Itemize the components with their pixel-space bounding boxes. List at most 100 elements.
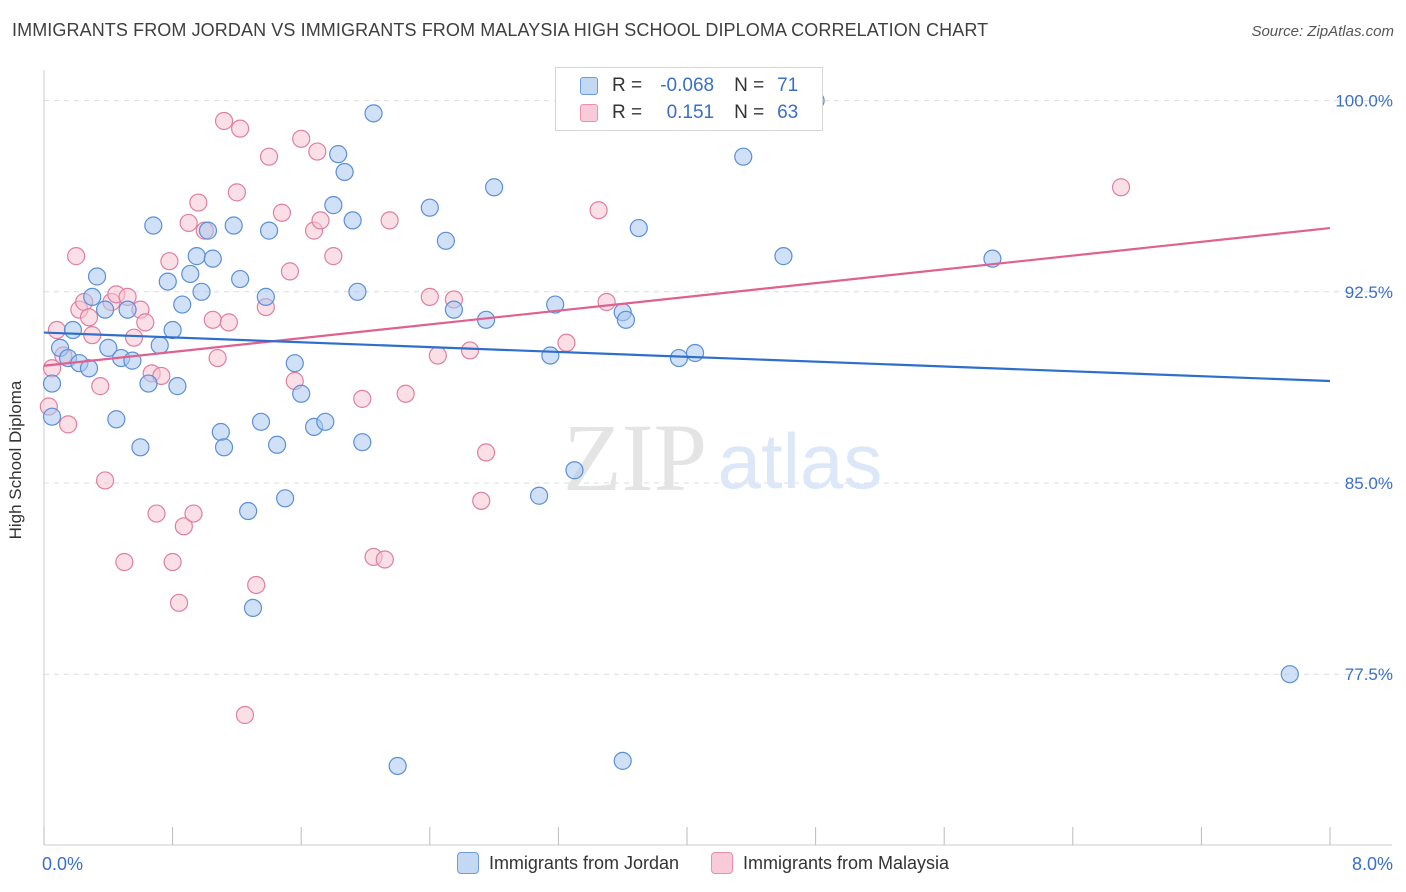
malaysia-point: [1111, 178, 1131, 197]
jordan-point: [485, 178, 504, 197]
malaysia-point: [169, 593, 189, 612]
correlation-legend: R = -0.068 N = 71 R = 0.151 N = 63: [555, 67, 823, 131]
malaysia-point: [472, 491, 491, 510]
legend-n-value-malaysia: 63: [777, 102, 799, 123]
legend-r-value-jordan: -0.068: [660, 75, 715, 96]
jordan-point: [329, 145, 348, 164]
jordan-point: [1280, 665, 1299, 684]
jordan-point: [292, 384, 311, 403]
jordan-point: [316, 412, 335, 431]
malaysia-point: [380, 211, 399, 230]
source-label: Source: ZipAtlas.com: [1251, 23, 1394, 40]
watermark-zip: ZIP: [563, 404, 707, 511]
malaysia-point: [174, 517, 193, 536]
jordan-point: [335, 162, 354, 182]
y-tick-label: 92.5%: [1345, 283, 1393, 302]
chart-title: IMMIGRANTS FROM JORDAN VS IMMIGRANTS FRO…: [12, 20, 989, 40]
malaysia-point: [208, 348, 227, 368]
malaysia-point: [47, 320, 66, 340]
jordan-point: [388, 756, 407, 776]
jordan-point: [734, 147, 753, 166]
malaysia-points: [39, 111, 1131, 725]
legend-item-jordan[interactable]: Immigrants from Jordan: [456, 852, 679, 874]
jordan-point: [158, 272, 177, 291]
legend-r-label: R =: [612, 75, 643, 96]
jordan-point: [144, 216, 163, 235]
jordan-point: [267, 435, 287, 454]
y-tick-label: 100.0%: [1335, 92, 1393, 111]
jordan-point: [774, 247, 793, 266]
malaysia-point: [428, 346, 447, 365]
jordan-point: [685, 343, 705, 363]
malaysia-point: [147, 504, 166, 523]
legend-row-jordan: R = -0.068 N = 71: [580, 74, 798, 98]
jordan-point: [613, 751, 632, 770]
jordan-point: [616, 310, 636, 329]
jordan-point: [348, 282, 367, 301]
legend-r-label: R =: [612, 102, 643, 123]
x-tick-label: 8.0%: [1352, 854, 1393, 874]
legend-item-malaysia[interactable]: Immigrants from Malaysia: [711, 852, 949, 874]
malaysia-point: [160, 252, 179, 271]
jordan-point: [63, 320, 83, 340]
jordan-point: [364, 104, 383, 123]
axes: [43, 70, 1392, 846]
jordan-point: [420, 198, 439, 217]
jordan-point: [436, 231, 455, 250]
legend-n-value-jordan: 71: [777, 75, 799, 96]
malaysia-point: [280, 262, 300, 281]
legend-swatch-jordan: [580, 77, 598, 95]
malaysia-point: [460, 341, 480, 360]
jordan-point: [87, 267, 107, 286]
jordan-point: [243, 598, 263, 618]
jordan-points: [42, 91, 1299, 776]
jordan-point: [530, 486, 549, 505]
malaysia-point: [179, 213, 198, 233]
jordan-point: [256, 287, 275, 306]
malaysia-point: [557, 333, 576, 352]
malaysia-point: [353, 389, 372, 408]
jordan-point: [259, 221, 279, 240]
malaysia-point: [184, 504, 203, 523]
jordan-point: [343, 211, 362, 230]
malaysia-point: [324, 247, 343, 266]
malaysia-point: [597, 292, 616, 312]
x-tick-label: 0.0%: [42, 854, 83, 874]
malaysia-point: [589, 201, 608, 220]
legend-swatch-jordan: [456, 852, 479, 874]
malaysia-point: [95, 471, 115, 490]
malaysia-point: [214, 111, 234, 131]
jordan-point: [42, 374, 62, 393]
jordan-point: [285, 354, 304, 373]
jordan-point: [324, 196, 343, 215]
malaysia-point: [375, 550, 394, 569]
jordan-point: [42, 407, 62, 426]
jordan-point: [276, 489, 295, 508]
jordan-point: [211, 422, 230, 442]
malaysia-point: [67, 247, 86, 266]
jordan-point: [669, 348, 689, 368]
jordan-trend-line: [43, 331, 1331, 383]
malaysia-point: [163, 552, 182, 572]
malaysia-point: [219, 313, 238, 332]
series-legend: Immigrants from Jordan Immigrants from M…: [0, 852, 1406, 874]
legend-r-value-malaysia: 0.151: [666, 102, 715, 123]
jordan-point: [181, 264, 200, 284]
malaysia-point: [396, 384, 415, 403]
trend-lines: [43, 226, 1331, 383]
jordan-point: [629, 218, 648, 238]
jordan-point: [251, 412, 271, 431]
jordan-point: [444, 300, 464, 319]
jordan-point: [168, 377, 187, 396]
malaysia-point: [259, 147, 279, 166]
legend-swatch-malaysia: [580, 104, 598, 122]
jordan-point: [214, 438, 234, 457]
legend-label-malaysia: Immigrants from Malaysia: [743, 852, 950, 873]
malaysia-point: [292, 129, 311, 148]
malaysia-point: [420, 287, 439, 306]
watermark: ZIP atlas: [563, 404, 882, 511]
malaysia-point: [189, 193, 208, 212]
jordan-point: [118, 300, 137, 319]
legend-label-jordan: Immigrants from Jordan: [488, 852, 679, 873]
legend-swatch-malaysia: [711, 852, 733, 874]
